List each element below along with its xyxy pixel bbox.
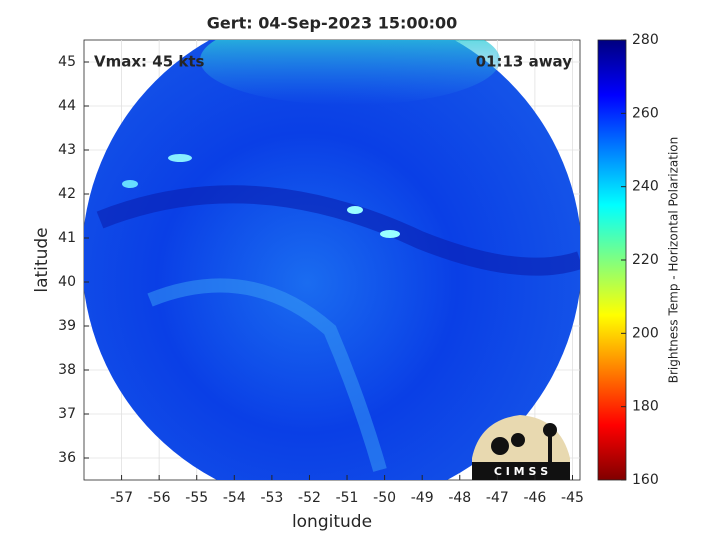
x-tick-label: -53 (260, 490, 283, 506)
y-tick-label: 42 (58, 186, 76, 202)
annotation: Vmax: 45 kts (94, 53, 204, 71)
y-tick-label: 41 (58, 230, 76, 246)
satellite-image (84, 40, 580, 480)
colorbar-tick-label: 160 (632, 472, 659, 488)
colorbar-tick-label: 280 (632, 32, 659, 48)
x-tick-label: -50 (373, 490, 396, 506)
y-tick-label: 43 (58, 142, 76, 158)
colorbar-tick-label: 200 (632, 325, 659, 341)
y-tick-label: 36 (58, 450, 76, 466)
y-tick-label: 39 (58, 318, 76, 334)
y-tick-label: 40 (58, 274, 76, 290)
colorbar-label: Brightness Temp - Horizontal Polarizatio… (667, 137, 681, 384)
colorbar-tick-label: 180 (632, 399, 659, 415)
colorbar-tick-label: 240 (632, 179, 659, 195)
x-tick-label: -56 (148, 490, 171, 506)
y-axis-label: latitude (32, 227, 52, 292)
x-axis-label: longitude (292, 512, 372, 532)
x-tick-label: -57 (110, 490, 133, 506)
x-tick-label: -52 (298, 490, 321, 506)
logo-text: C I M S S (494, 465, 548, 478)
x-tick-label: -47 (486, 490, 509, 506)
y-tick-label: 44 (58, 98, 76, 114)
logo: C I M S S (472, 415, 570, 480)
chart-title: Gert: 04-Sep-2023 15:00:00 (207, 14, 458, 33)
x-tick-label: -49 (411, 490, 434, 506)
x-tick-label: -45 (561, 490, 584, 506)
colorbar-tick-label: 220 (632, 252, 659, 268)
y-tick-label: 37 (58, 406, 76, 422)
y-tick-label: 45 (58, 54, 76, 70)
x-tick-label: -54 (223, 490, 246, 506)
y-tick-label: 38 (58, 362, 76, 378)
colorbar-tick-label: 260 (632, 105, 659, 121)
x-tick-label: -48 (448, 490, 471, 506)
annotation: 01:13 away (476, 53, 573, 71)
x-tick-label: -55 (185, 490, 208, 506)
x-tick-label: -46 (523, 490, 546, 506)
x-tick-label: -51 (336, 490, 359, 506)
